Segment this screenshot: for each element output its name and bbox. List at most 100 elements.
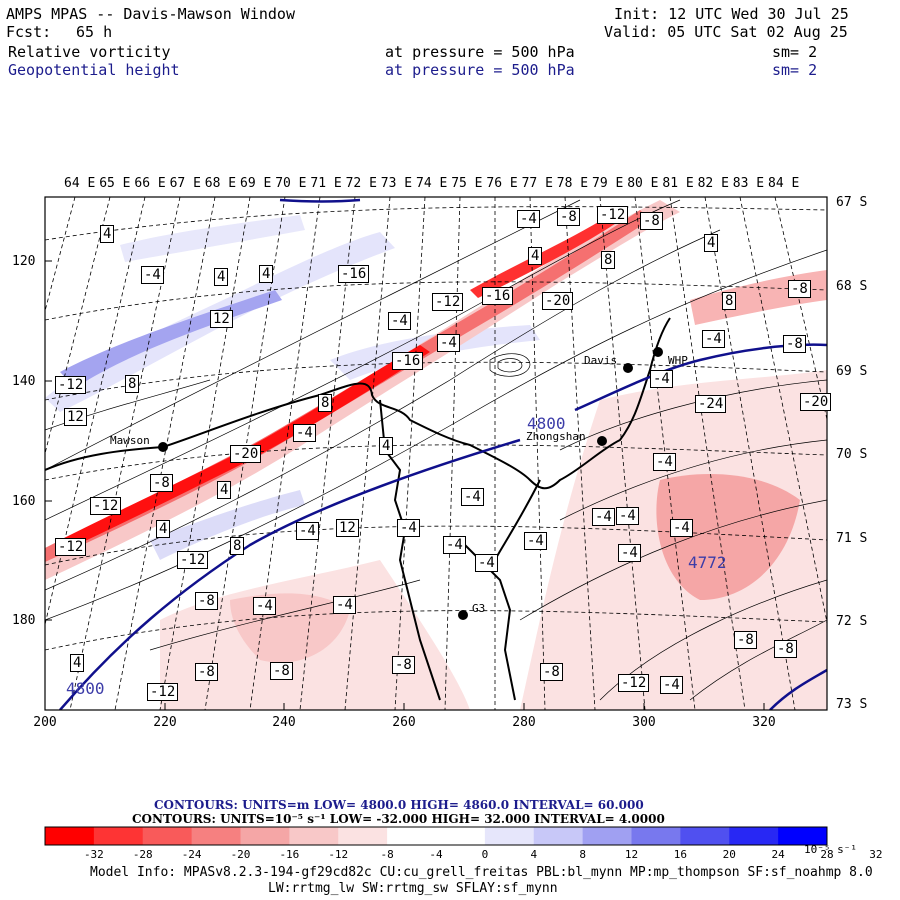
colorbar-swatch xyxy=(387,827,437,845)
y-axis-label: 160 xyxy=(12,494,36,509)
x-axis-label: 320 xyxy=(752,715,776,730)
vorticity-contour-label: -4 xyxy=(253,597,276,615)
vorticity-contour-label: -4 xyxy=(616,507,639,525)
colorbar-swatch xyxy=(338,827,388,845)
longitude-label: 81 E xyxy=(662,176,694,191)
vorticity-contour-label: -4 xyxy=(296,522,319,540)
longitude-label: 67 E xyxy=(169,176,201,191)
vorticity-contour-label: 12 xyxy=(210,310,233,328)
field1-smoothing: sm= 2 xyxy=(772,43,818,61)
y-axis-label: 120 xyxy=(12,254,36,269)
x-axis-label: 300 xyxy=(632,715,656,730)
vorticity-contour-label: -4 xyxy=(618,544,641,562)
vorticity-positive-band xyxy=(150,490,305,560)
station-marker-zhongshan xyxy=(597,436,607,446)
field2-name: Geopotential height xyxy=(8,61,180,79)
vorticity-contour-label: -20 xyxy=(800,393,832,411)
init-time: Init: 12 UTC Wed 30 Jul 25 xyxy=(614,5,849,23)
vorticity-contour-label: 8 xyxy=(318,394,333,412)
field2-smoothing: sm= 2 xyxy=(772,61,818,79)
colorbar-tick-label: -28 xyxy=(132,848,153,861)
vorticity-contour-label: -8 xyxy=(783,335,806,353)
vorticity-contours xyxy=(45,199,827,701)
vorticity-contour-label: 8 xyxy=(230,537,245,555)
station-label-davis: Davis xyxy=(584,354,618,367)
vorticity-contour-label: -8 xyxy=(774,640,797,658)
vorticity-contour-label: 4 xyxy=(379,437,394,455)
y-axis-label: 180 xyxy=(12,613,36,628)
longitude-label: 73 E xyxy=(380,176,413,191)
vorticity-contour-label: 4 xyxy=(528,247,543,265)
latitude-label: 73 S xyxy=(836,697,868,712)
longitude-label: 82 E xyxy=(697,176,729,191)
colorbar-swatch xyxy=(729,827,779,845)
longitude-label: 70 E xyxy=(275,176,307,191)
height-label: 4800 xyxy=(527,414,566,433)
vorticity-contour-label: -4 xyxy=(443,536,466,554)
vorticity-negative-max xyxy=(60,345,430,548)
model-info-physics: LW:rrtmg_lw SW:rrtmg_sw SFLAY:sf_mynn xyxy=(268,881,558,896)
vorticity-contour-label: 4 xyxy=(100,225,115,243)
longitude-label: 77 E xyxy=(521,176,553,191)
latitude-label: 69 S xyxy=(836,364,868,379)
longitude-label: 68 E xyxy=(204,176,237,191)
colorbar-tick-label: -12 xyxy=(328,848,349,861)
colorbar-swatch xyxy=(93,827,144,845)
field1-level: at pressure = 500 hPa xyxy=(385,43,575,61)
vorticity-contour-label: 8 xyxy=(125,375,140,393)
colorbar-tick-label: -24 xyxy=(181,848,202,861)
vorticity-contour-label: -12 xyxy=(618,674,650,692)
field2-level: at pressure = 500 hPa xyxy=(385,61,575,79)
vorticity-contour-label: -8 xyxy=(640,212,663,230)
vorticity-contour-label: -8 xyxy=(270,662,293,680)
longitude-label: 75 E xyxy=(451,176,483,191)
vorticity-contour-label: 8 xyxy=(601,251,616,269)
colorbar-tick-label: -16 xyxy=(279,848,300,861)
vorticity-contour-label: -8 xyxy=(150,474,173,492)
colorbar-frame xyxy=(44,826,828,846)
station-marker-g3 xyxy=(458,610,468,620)
station-label-g3: G3 xyxy=(472,602,486,615)
station-marker-davis xyxy=(623,363,633,373)
colorbar-tick-label: -20 xyxy=(230,848,251,861)
longitude-label: 78 E xyxy=(556,176,589,191)
field1-name: Relative vorticity xyxy=(8,43,171,61)
vorticity-contour-label: 12 xyxy=(336,519,359,537)
vorticity-contour-label: -4 xyxy=(388,312,411,330)
colorbar-swatch xyxy=(45,827,95,845)
map-frame xyxy=(44,196,828,711)
latitude-label: 68 S xyxy=(836,279,868,294)
vorticity-contour-label: -8 xyxy=(734,631,757,649)
station-label-mawson: Mawson xyxy=(110,434,150,447)
vorticity-positive-band xyxy=(120,215,305,262)
vorticity-contour-label: -12 xyxy=(147,683,179,701)
latitude-label: 72 S xyxy=(836,614,868,629)
colorbar-swatch xyxy=(778,827,828,845)
vorticity-contour-label: -4 xyxy=(141,266,164,284)
vorticity-contour-label: -4 xyxy=(475,554,498,572)
vorticity-contour-label: 12 xyxy=(64,408,87,426)
contour-info-vorticity: CONTOURS: UNITS=10⁻⁵ s⁻¹ LOW= -32.000 HI… xyxy=(132,812,665,826)
colorbar-swatch xyxy=(533,827,584,845)
vorticity-contour-label: -4 xyxy=(660,676,683,694)
x-axis-label: 240 xyxy=(272,715,296,730)
vorticity-contour-label: 8 xyxy=(722,292,737,310)
axis-ticks xyxy=(44,260,765,710)
vorticity-negative-area xyxy=(656,474,800,600)
colorbar-tick-label: 24 xyxy=(771,848,785,861)
vorticity-contour-label: -20 xyxy=(230,445,262,463)
colorbar-tick-label: 8 xyxy=(579,848,586,861)
vorticity-contour-label: -8 xyxy=(788,280,811,298)
colorbar-unit: 10⁻⁵ s⁻¹ xyxy=(804,843,857,856)
vorticity-contour-label: -4 xyxy=(670,519,693,537)
vorticity-contour-label: -16 xyxy=(482,287,514,305)
height-label: 4800 xyxy=(66,679,105,698)
x-axis-label: 280 xyxy=(512,715,536,730)
valid-time: Valid: 05 UTC Sat 02 Aug 25 xyxy=(604,23,848,41)
vorticity-contour-label: -12 xyxy=(177,551,209,569)
vorticity-negative-max xyxy=(470,215,618,298)
colorbar-swatch xyxy=(191,827,241,845)
longitude-label: 69 E xyxy=(240,176,272,191)
longitude-label: 74 E xyxy=(416,176,448,191)
